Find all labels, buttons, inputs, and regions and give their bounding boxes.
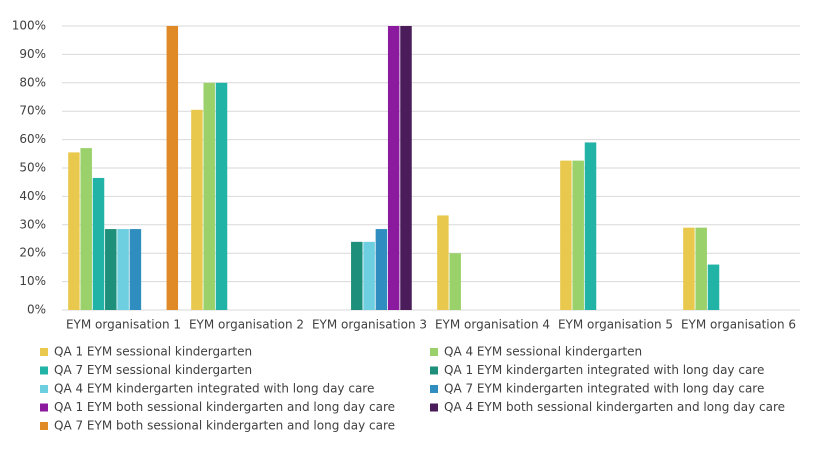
bar [363,241,375,310]
y-tick-label: 40% [19,189,46,203]
y-tick-label: 0% [27,303,46,317]
bar [437,215,449,310]
legend-swatch [430,366,438,375]
legend-label: QA 4 EYM kindergarten integrated with lo… [54,382,374,396]
bar [572,160,584,310]
legend-swatch [40,422,48,430]
bar [707,264,720,310]
bar [683,227,695,310]
bar [191,109,203,310]
bar [560,160,572,310]
legend-swatch [40,385,48,393]
y-tick-label: 100% [12,19,46,33]
y-tick-label: 50% [19,161,46,175]
bar [166,26,179,310]
x-tick-label: EYM organisation 5 [558,318,673,332]
bar [92,177,105,310]
legend-swatch [40,348,48,356]
x-tick-label: EYM organisation 4 [435,318,550,332]
legend-label: QA 7 EYM kindergarten integrated with lo… [444,382,764,396]
bar [375,229,388,310]
legend-label: QA 4 EYM sessional kindergarten [444,345,642,359]
legend-label: QA 1 EYM kindergarten integrated with lo… [444,363,764,377]
bar [80,148,92,310]
legend-swatch [430,385,438,393]
x-tick-label: EYM organisation 1 [66,318,181,332]
bar [105,229,117,310]
legend-label: QA 7 EYM sessional kindergarten [54,363,252,377]
y-tick-label: 10% [19,274,46,288]
y-tick-label: 30% [19,217,46,231]
bar [400,26,412,310]
y-tick-label: 60% [19,132,46,146]
x-tick-label: EYM organisation 6 [681,318,796,332]
bar [117,229,129,310]
legend-swatch [430,348,438,356]
legend-label: QA 1 EYM sessional kindergarten [54,345,252,359]
legend-swatch [430,403,438,412]
y-tick-label: 20% [19,246,46,260]
x-tick-label: EYM organisation 3 [312,318,427,332]
x-tick-label: EYM organisation 2 [189,318,304,332]
y-tick-label: 80% [19,75,46,89]
bar [584,142,597,310]
y-tick-label: 90% [19,47,46,61]
bar [68,152,80,310]
legend-label: QA 1 EYM both sessional kindergarten and… [54,400,395,414]
legend-label: QA 7 EYM both sessional kindergarten and… [54,419,395,433]
bar [215,82,228,310]
bar [203,82,215,310]
legend-label: QA 4 EYM both sessional kindergarten and… [444,400,785,414]
legend-swatch [40,403,48,412]
bar [351,241,363,310]
legend-swatch [40,366,48,375]
bar [387,26,400,310]
y-tick-label: 70% [19,104,46,118]
bar [129,229,142,310]
bar [695,227,707,310]
bar [449,253,461,310]
